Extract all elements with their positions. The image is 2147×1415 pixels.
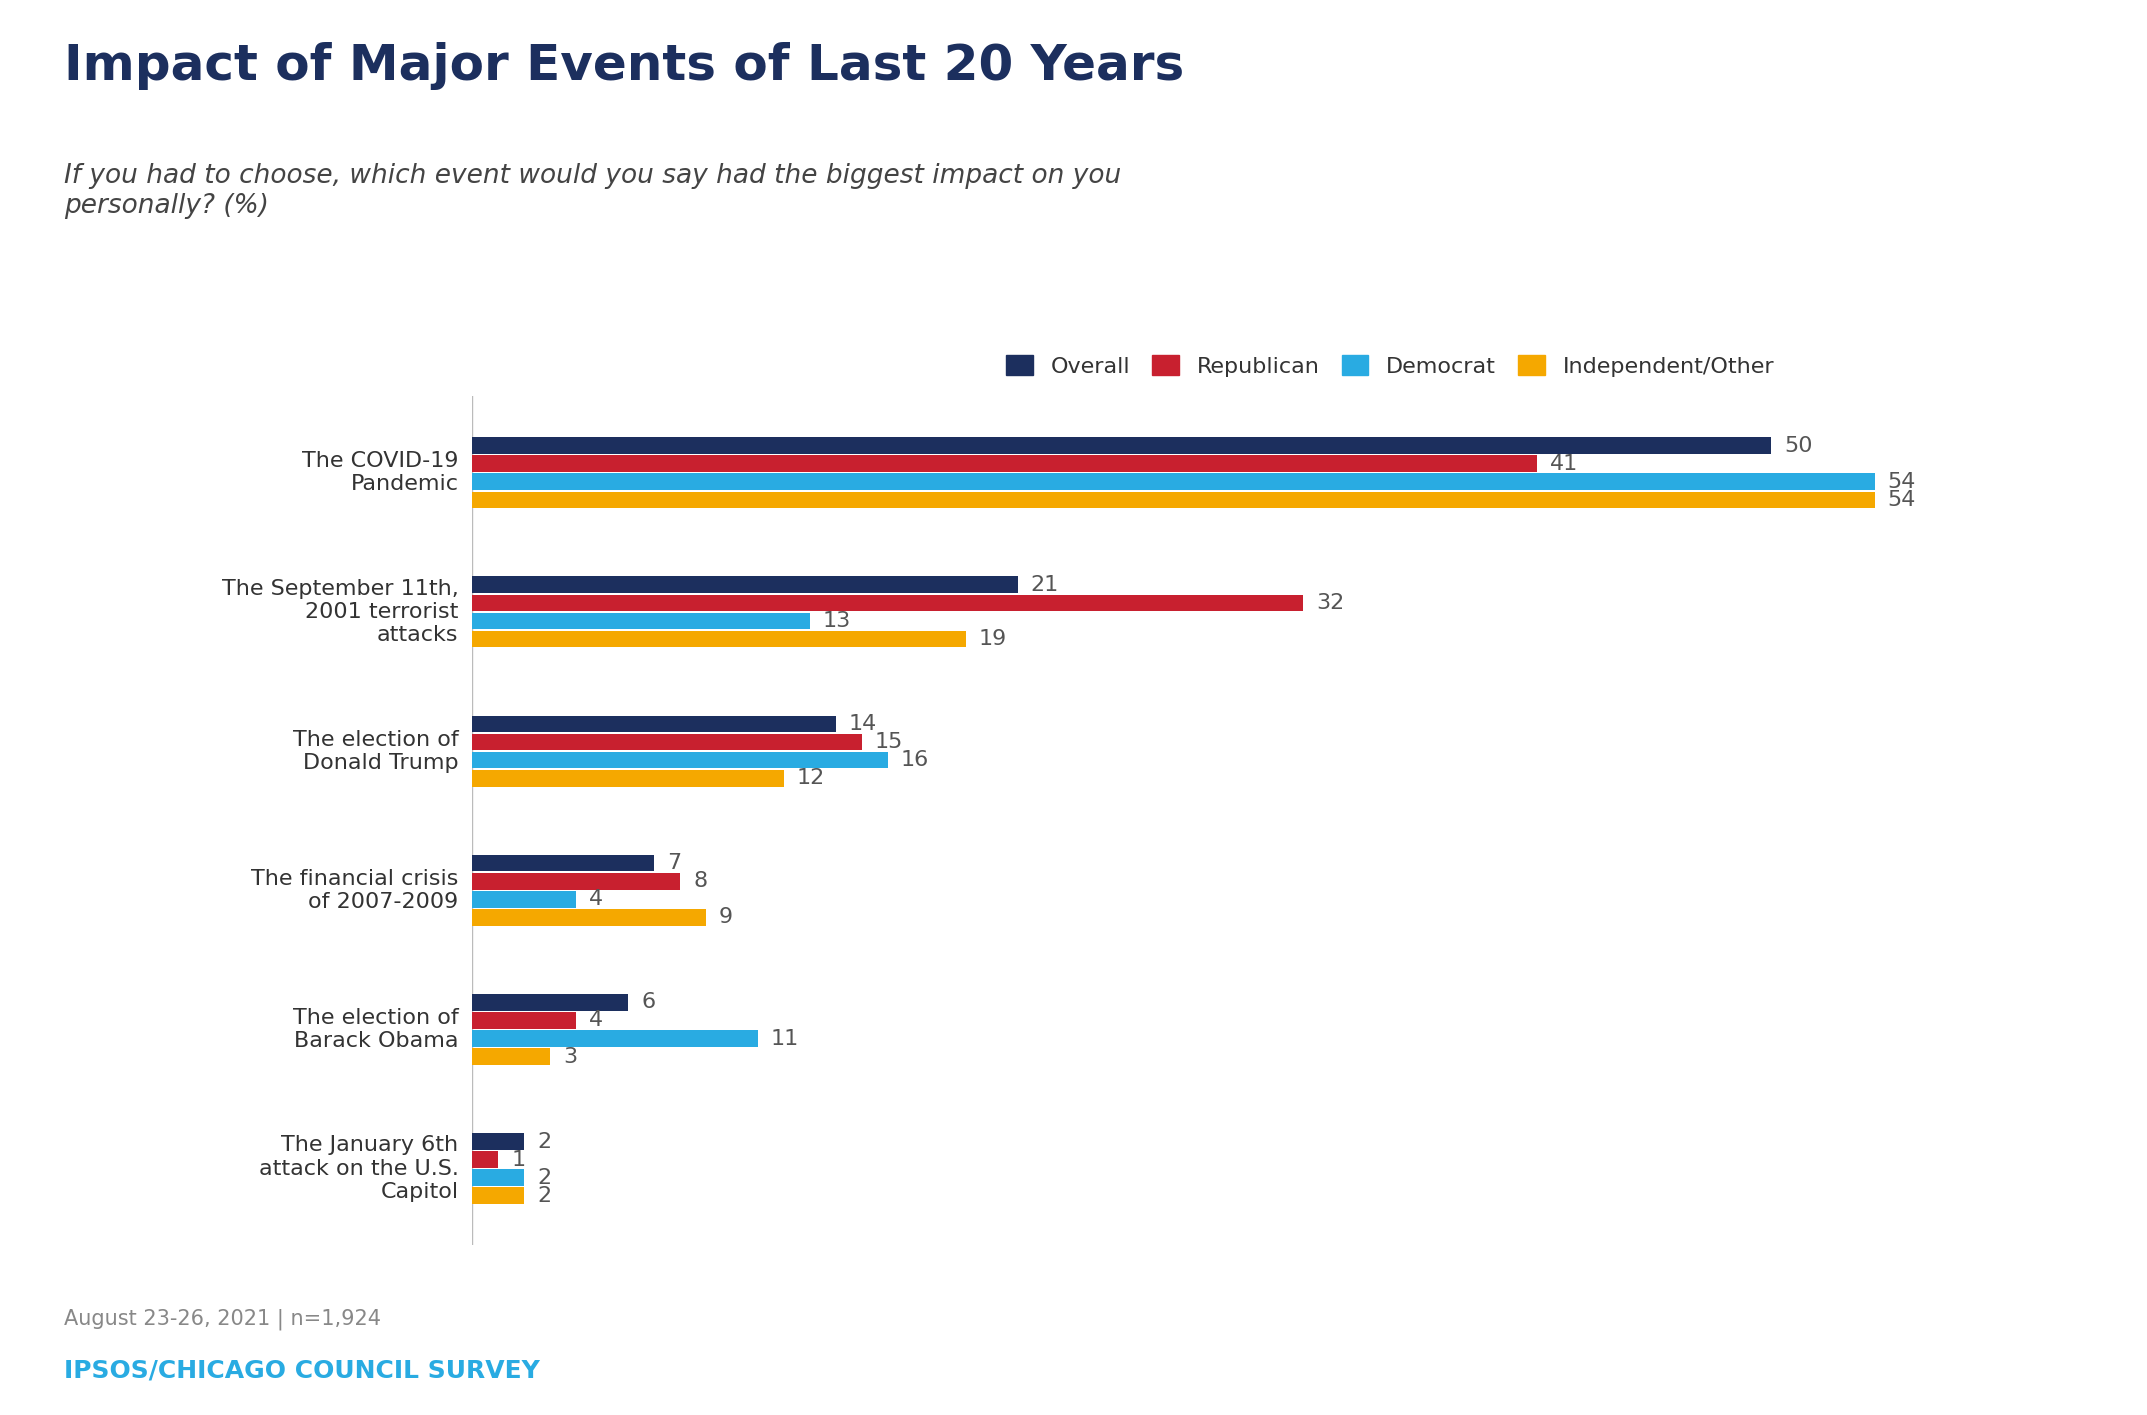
Text: 2: 2 xyxy=(537,1132,552,1152)
Text: 11: 11 xyxy=(771,1029,799,1049)
Bar xyxy=(472,437,1771,454)
Bar xyxy=(472,908,706,925)
Bar xyxy=(472,993,629,1010)
Text: 15: 15 xyxy=(876,732,904,751)
Bar xyxy=(472,1187,524,1204)
Text: 12: 12 xyxy=(797,768,824,788)
Bar xyxy=(472,770,784,787)
Text: 19: 19 xyxy=(979,630,1007,649)
Bar xyxy=(472,873,681,890)
Bar xyxy=(472,474,1874,490)
Bar xyxy=(472,1049,550,1065)
Bar xyxy=(472,1133,524,1150)
Bar xyxy=(472,891,575,907)
Text: 2: 2 xyxy=(537,1167,552,1187)
Text: 3: 3 xyxy=(563,1047,578,1067)
Bar xyxy=(472,855,655,872)
Text: 54: 54 xyxy=(1887,490,1915,509)
Text: 4: 4 xyxy=(588,890,603,910)
Text: Impact of Major Events of Last 20 Years: Impact of Major Events of Last 20 Years xyxy=(64,42,1185,91)
Bar xyxy=(472,491,1874,508)
Text: 16: 16 xyxy=(902,750,930,770)
Text: 4: 4 xyxy=(588,1010,603,1030)
Bar xyxy=(472,1012,575,1029)
Bar xyxy=(472,1030,758,1047)
Bar xyxy=(472,613,809,630)
Text: 2: 2 xyxy=(537,1186,552,1206)
Bar xyxy=(472,1169,524,1186)
Legend: Overall, Republican, Democrat, Independent/Other: Overall, Republican, Democrat, Independe… xyxy=(1007,355,1773,376)
Text: 6: 6 xyxy=(642,992,655,1012)
Text: IPSOS/CHICAGO COUNCIL SURVEY: IPSOS/CHICAGO COUNCIL SURVEY xyxy=(64,1358,541,1382)
Text: 13: 13 xyxy=(822,611,850,631)
Bar xyxy=(472,594,1303,611)
Text: 7: 7 xyxy=(668,853,681,873)
Bar xyxy=(472,716,835,733)
Bar xyxy=(472,734,861,750)
Text: If you had to choose, which event would you say had the biggest impact on you
pe: If you had to choose, which event would … xyxy=(64,163,1121,219)
Text: August 23-26, 2021 | n=1,924: August 23-26, 2021 | n=1,924 xyxy=(64,1309,382,1330)
Bar xyxy=(472,576,1018,593)
Bar xyxy=(472,751,889,768)
Text: 32: 32 xyxy=(1316,593,1344,613)
Bar xyxy=(472,1152,498,1167)
Text: 14: 14 xyxy=(848,715,878,734)
Text: 9: 9 xyxy=(719,907,732,927)
Bar xyxy=(472,456,1537,473)
Text: 41: 41 xyxy=(1550,454,1578,474)
Text: 8: 8 xyxy=(693,872,706,891)
Text: 1: 1 xyxy=(511,1149,526,1170)
Text: 54: 54 xyxy=(1887,471,1915,492)
Text: 21: 21 xyxy=(1031,574,1058,594)
Text: 50: 50 xyxy=(1784,436,1812,456)
Bar xyxy=(472,631,966,648)
